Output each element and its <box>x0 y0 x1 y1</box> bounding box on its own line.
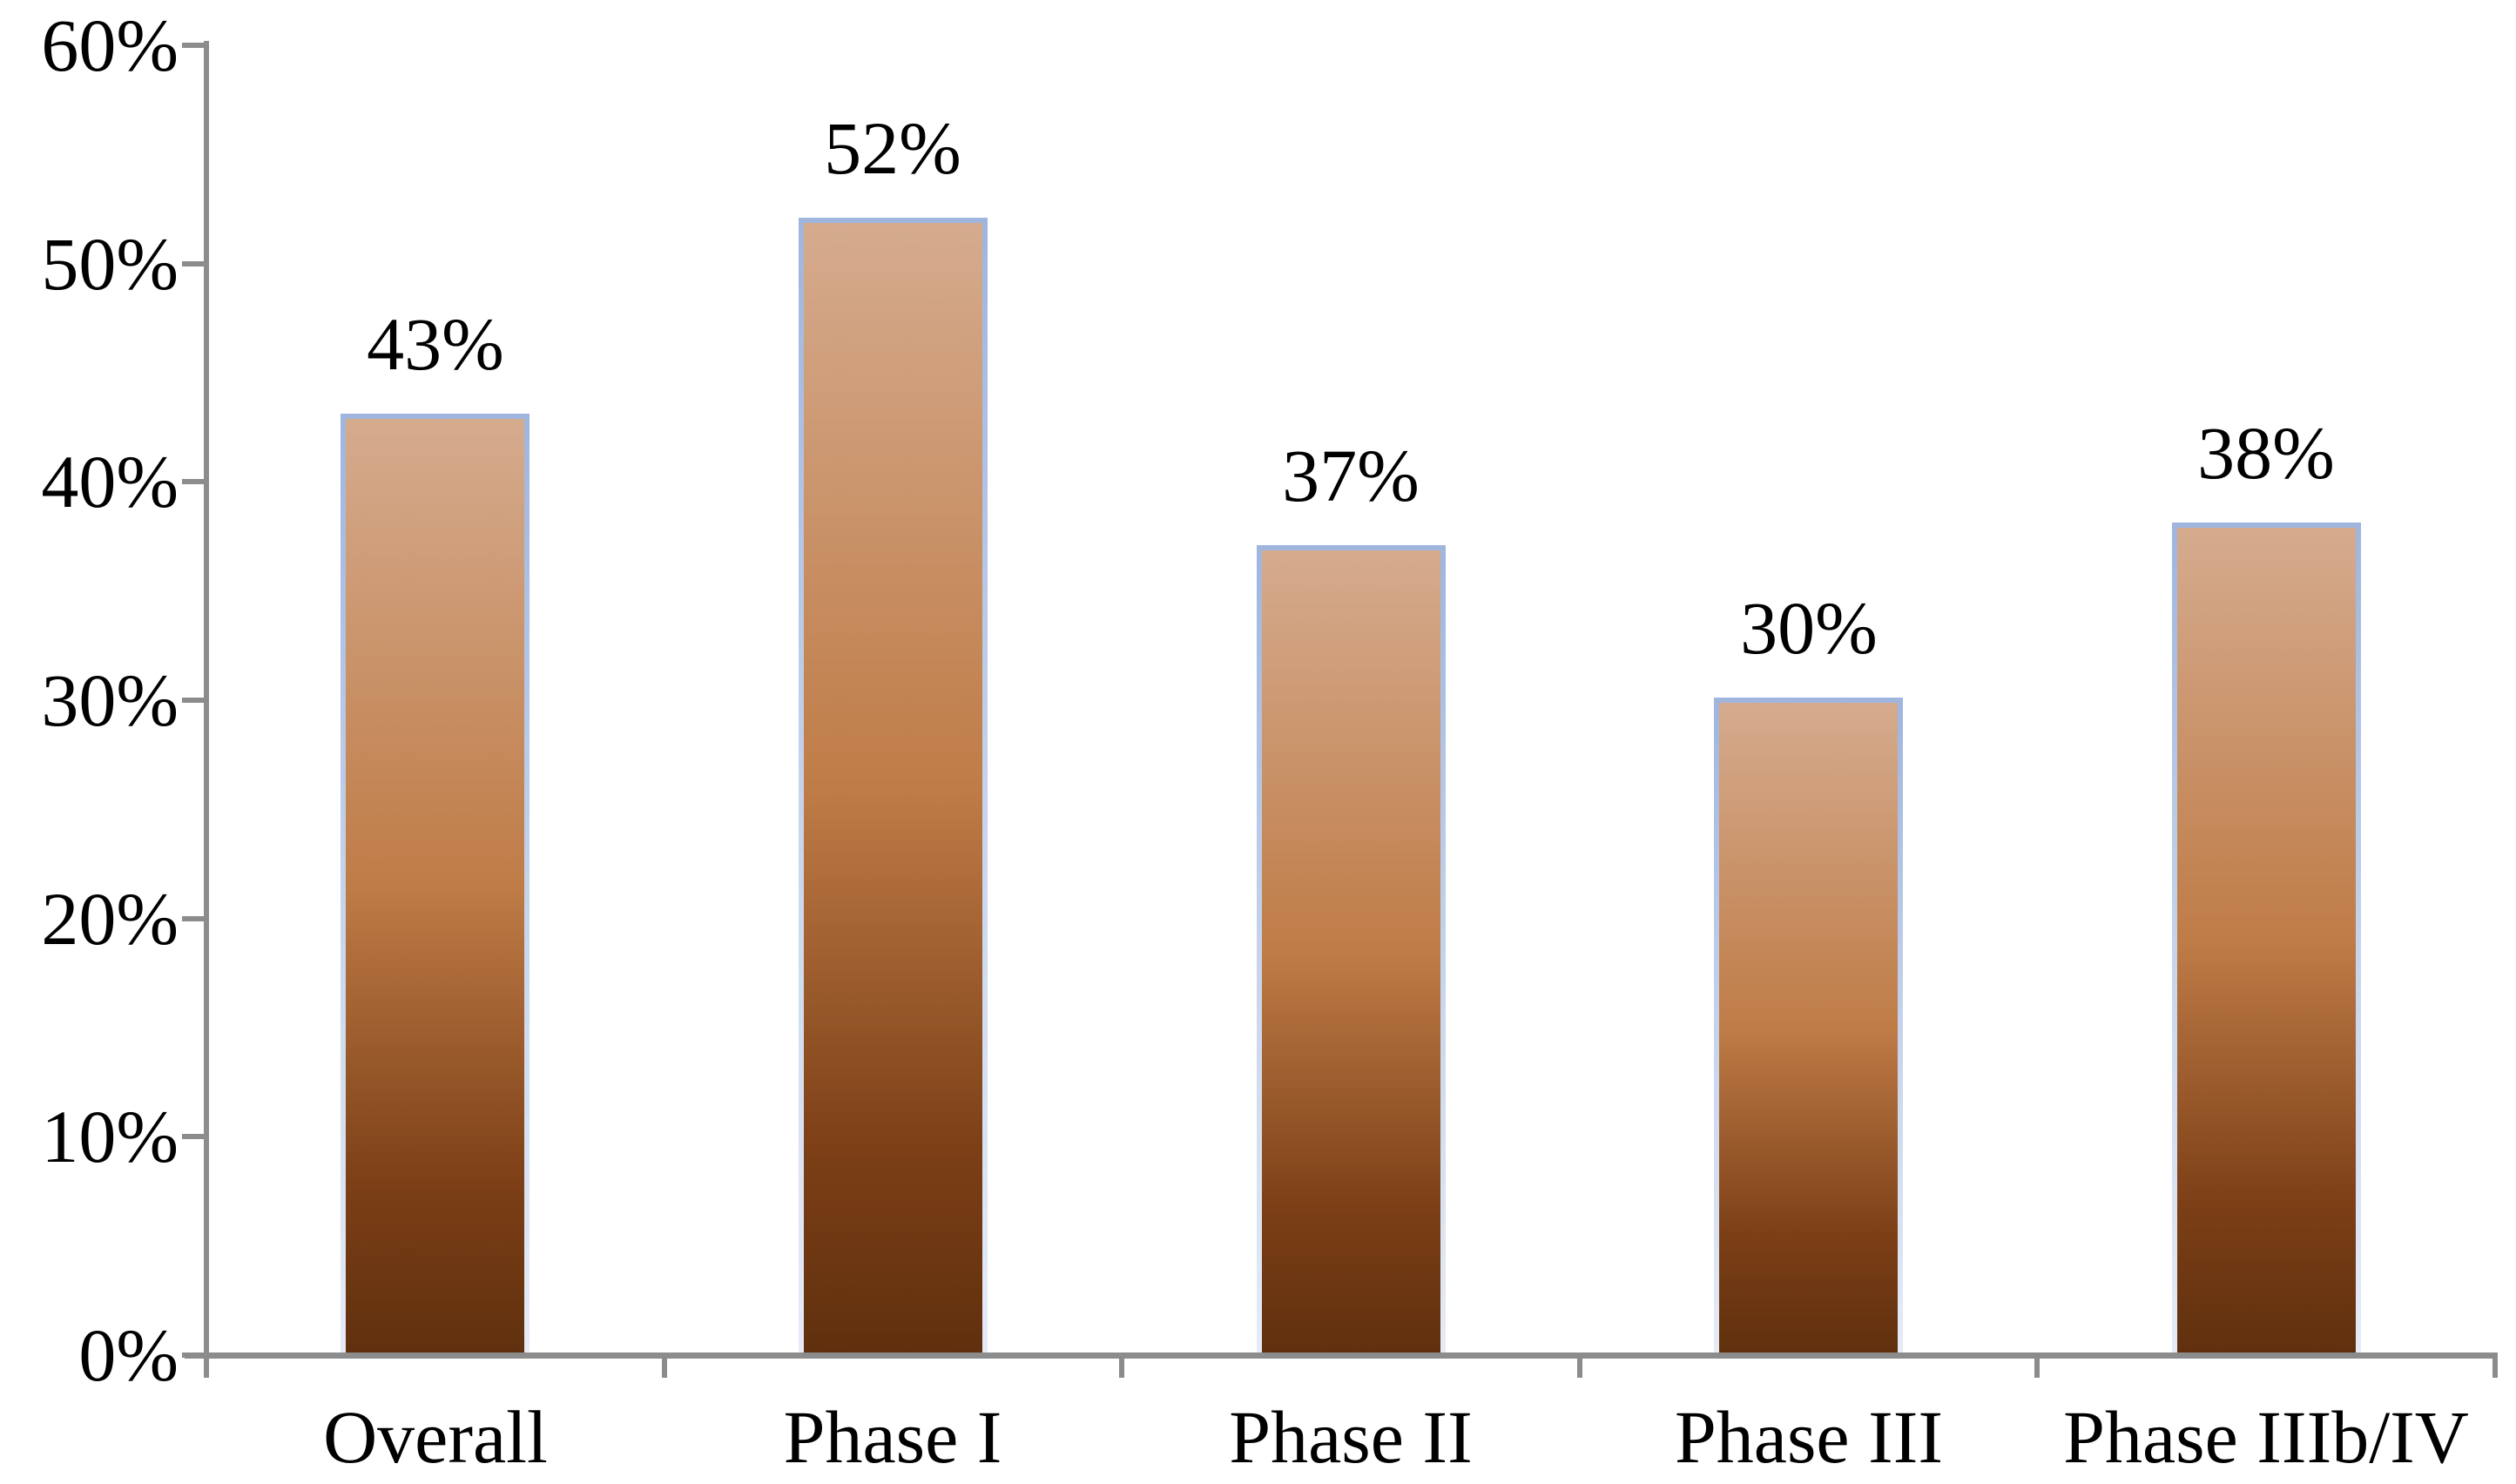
x-axis-category-label: Phase II <box>1229 1395 1473 1479</box>
x-axis-category-label: Phase IIIb/IV <box>2063 1395 2469 1479</box>
y-axis-tick-label: 0% <box>78 1313 179 1397</box>
x-tick-mark <box>1577 1352 1582 1378</box>
y-tick-mark <box>182 698 204 703</box>
y-tick-mark <box>182 1134 204 1139</box>
x-tick-mark <box>2034 1352 2040 1378</box>
bar-value-label: 38% <box>2197 411 2335 495</box>
bar-value-label: 37% <box>1282 434 1420 517</box>
x-tick-mark <box>204 1352 209 1378</box>
y-axis-tick-label: 30% <box>41 658 179 742</box>
y-tick-mark <box>182 1352 204 1358</box>
y-tick-mark <box>182 261 204 266</box>
bar-phase-iii <box>1714 698 1903 1352</box>
x-axis-category-label: Phase I <box>783 1395 1002 1479</box>
bar-fill <box>2177 528 2356 1352</box>
y-axis-tick-label: 40% <box>41 440 179 523</box>
y-tick-mark <box>182 43 204 48</box>
y-axis-tick-label: 10% <box>41 1095 179 1178</box>
bar-overall <box>341 414 530 1352</box>
x-tick-mark <box>1119 1352 1124 1378</box>
bar-phase-ii <box>1257 545 1446 1352</box>
bar-fill <box>1719 703 1898 1352</box>
x-axis-category-label: Overall <box>323 1395 548 1479</box>
bar-value-label: 52% <box>824 106 961 190</box>
x-axis-category-label: Phase III <box>1674 1395 1944 1479</box>
bar-fill <box>804 223 982 1352</box>
y-tick-mark <box>182 916 204 921</box>
x-tick-mark <box>2492 1352 2498 1378</box>
bar-value-label: 30% <box>1740 586 1878 670</box>
y-axis-tick-label: 50% <box>41 222 179 306</box>
y-tick-mark <box>182 479 204 484</box>
x-tick-mark <box>662 1352 667 1378</box>
bar-value-label: 43% <box>367 302 504 386</box>
x-axis-line <box>185 1352 2498 1359</box>
bar-phase-iiib-iv <box>2172 523 2361 1352</box>
bar-fill <box>1262 550 1440 1352</box>
y-axis-line <box>204 41 209 1378</box>
bar-fill <box>346 419 524 1352</box>
y-axis-tick-label: 60% <box>41 3 179 87</box>
bar-phase-i <box>799 218 988 1352</box>
y-axis-tick-label: 20% <box>41 877 179 961</box>
